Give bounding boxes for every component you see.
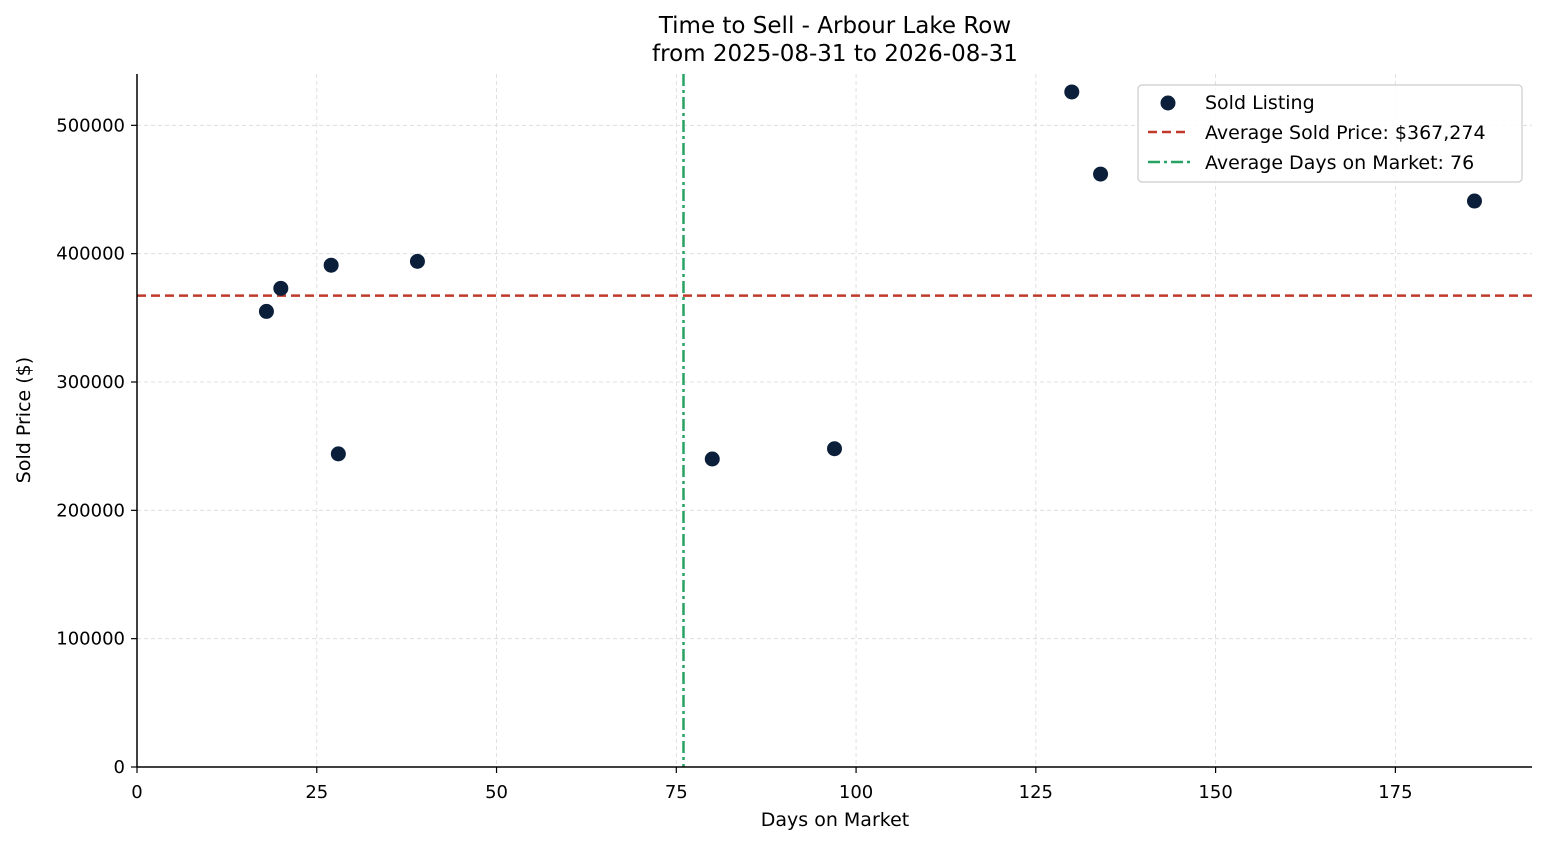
x-tick-label: 50 <box>485 782 508 803</box>
data-point <box>1093 166 1109 182</box>
x-tick-label: 175 <box>1378 782 1412 803</box>
y-axis-label: Sold Price ($) <box>13 357 35 483</box>
legend-label-sold-listing: Sold Listing <box>1205 92 1315 114</box>
data-point <box>258 303 274 319</box>
x-axis-label: Days on Market <box>761 809 909 831</box>
x-tick-label: 100 <box>839 782 873 803</box>
y-tick-label: 0 <box>114 757 125 778</box>
legend-label-average-days: Average Days on Market: 76 <box>1205 152 1474 174</box>
x-tick-label: 125 <box>1019 782 1053 803</box>
x-tick-label: 150 <box>1198 782 1232 803</box>
data-points <box>258 84 1482 467</box>
data-point <box>1466 193 1482 209</box>
x-tick-label: 75 <box>665 782 688 803</box>
data-point <box>1064 84 1080 100</box>
reference-lines <box>137 74 1532 767</box>
legend-marker-sold-listing <box>1160 95 1176 111</box>
data-point <box>409 253 425 269</box>
data-point <box>330 446 346 462</box>
data-point <box>273 280 289 296</box>
y-tick-label: 400000 <box>56 244 125 265</box>
legend-label-average-price: Average Sold Price: $367,274 <box>1205 122 1486 144</box>
y-axis-ticks: 0 100000 200000 300000 400000 500000 <box>56 115 137 778</box>
y-tick-label: 500000 <box>56 115 125 136</box>
data-point <box>323 257 339 273</box>
data-point <box>704 451 720 467</box>
x-axis-ticks: 0 25 50 75 100 125 150 175 <box>131 767 1413 803</box>
legend-box <box>1137 84 1523 183</box>
y-tick-label: 300000 <box>56 372 125 393</box>
chart-subtitle: from 2025-08-31 to 2026-08-31 <box>652 41 1018 67</box>
y-tick-label: 200000 <box>56 500 125 521</box>
chart-title: Time to Sell - Arbour Lake Row <box>658 13 1011 39</box>
legend: Sold Listing Average Sold Price: $367,27… <box>1137 84 1523 183</box>
data-point <box>827 441 842 457</box>
y-tick-label: 100000 <box>56 629 125 650</box>
x-tick-label: 0 <box>131 782 142 803</box>
x-tick-label: 25 <box>305 782 328 803</box>
